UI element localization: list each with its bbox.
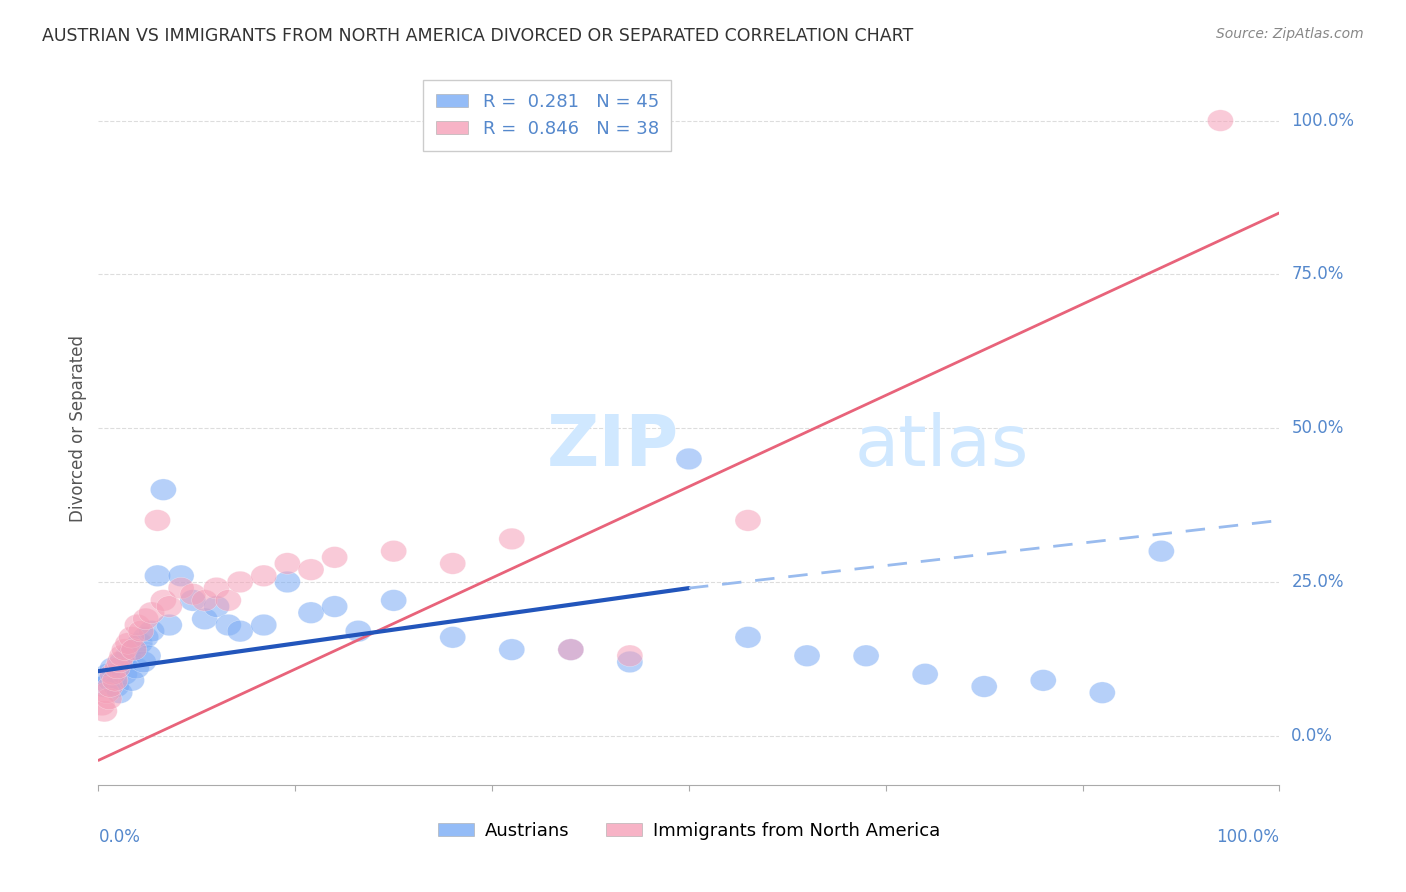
- Ellipse shape: [132, 626, 159, 648]
- Text: 0.0%: 0.0%: [98, 828, 141, 846]
- Ellipse shape: [103, 676, 129, 698]
- Ellipse shape: [94, 664, 121, 685]
- Ellipse shape: [100, 664, 125, 685]
- Ellipse shape: [100, 657, 125, 679]
- Ellipse shape: [499, 639, 524, 660]
- Ellipse shape: [145, 509, 170, 532]
- Ellipse shape: [274, 571, 301, 592]
- Text: 25.0%: 25.0%: [1291, 573, 1344, 591]
- Ellipse shape: [121, 639, 146, 660]
- Ellipse shape: [169, 577, 194, 599]
- Ellipse shape: [298, 602, 323, 624]
- Ellipse shape: [1090, 681, 1115, 704]
- Ellipse shape: [617, 651, 643, 673]
- Ellipse shape: [156, 615, 183, 636]
- Ellipse shape: [215, 590, 242, 611]
- Ellipse shape: [558, 639, 583, 660]
- Ellipse shape: [250, 615, 277, 636]
- Ellipse shape: [1149, 541, 1174, 562]
- Ellipse shape: [180, 583, 205, 605]
- Ellipse shape: [228, 571, 253, 592]
- Ellipse shape: [440, 626, 465, 648]
- Ellipse shape: [191, 590, 218, 611]
- Ellipse shape: [912, 664, 938, 685]
- Ellipse shape: [156, 596, 183, 617]
- Ellipse shape: [135, 645, 162, 666]
- Ellipse shape: [499, 528, 524, 549]
- Ellipse shape: [91, 676, 117, 698]
- Ellipse shape: [853, 645, 879, 666]
- Ellipse shape: [228, 621, 253, 642]
- Ellipse shape: [322, 596, 347, 617]
- Ellipse shape: [111, 664, 138, 685]
- Ellipse shape: [121, 639, 146, 660]
- Ellipse shape: [794, 645, 820, 666]
- Text: 100.0%: 100.0%: [1216, 828, 1279, 846]
- Ellipse shape: [298, 559, 323, 581]
- Ellipse shape: [617, 645, 643, 666]
- Text: atlas: atlas: [855, 412, 1029, 481]
- Ellipse shape: [139, 621, 165, 642]
- Ellipse shape: [103, 670, 128, 691]
- Legend: Austrians, Immigrants from North America: Austrians, Immigrants from North America: [430, 815, 948, 847]
- Ellipse shape: [735, 626, 761, 648]
- Text: 100.0%: 100.0%: [1291, 112, 1354, 129]
- Ellipse shape: [107, 651, 132, 673]
- Text: 75.0%: 75.0%: [1291, 265, 1344, 284]
- Ellipse shape: [440, 553, 465, 574]
- Ellipse shape: [676, 448, 702, 470]
- Ellipse shape: [215, 615, 242, 636]
- Text: AUSTRIAN VS IMMIGRANTS FROM NORTH AMERICA DIVORCED OR SEPARATED CORRELATION CHAR: AUSTRIAN VS IMMIGRANTS FROM NORTH AMERIC…: [42, 27, 914, 45]
- Text: Source: ZipAtlas.com: Source: ZipAtlas.com: [1216, 27, 1364, 41]
- Ellipse shape: [131, 651, 156, 673]
- Ellipse shape: [381, 541, 406, 562]
- Ellipse shape: [115, 632, 141, 654]
- Ellipse shape: [118, 626, 145, 648]
- Ellipse shape: [110, 651, 135, 673]
- Ellipse shape: [107, 681, 132, 704]
- Ellipse shape: [150, 590, 176, 611]
- Y-axis label: Divorced or Separated: Divorced or Separated: [69, 334, 87, 522]
- Text: 50.0%: 50.0%: [1291, 419, 1344, 437]
- Ellipse shape: [115, 645, 141, 666]
- Ellipse shape: [1208, 110, 1233, 131]
- Ellipse shape: [124, 657, 149, 679]
- Ellipse shape: [124, 615, 150, 636]
- Ellipse shape: [128, 621, 153, 642]
- Ellipse shape: [145, 565, 170, 587]
- Ellipse shape: [97, 670, 124, 691]
- Ellipse shape: [139, 602, 165, 624]
- Ellipse shape: [381, 590, 406, 611]
- Ellipse shape: [735, 509, 761, 532]
- Ellipse shape: [274, 553, 301, 574]
- Ellipse shape: [346, 621, 371, 642]
- Ellipse shape: [97, 676, 124, 698]
- Text: ZIP: ZIP: [547, 412, 679, 481]
- Ellipse shape: [169, 565, 194, 587]
- Ellipse shape: [118, 670, 145, 691]
- Ellipse shape: [204, 596, 229, 617]
- Ellipse shape: [972, 676, 997, 698]
- Ellipse shape: [1031, 670, 1056, 691]
- Ellipse shape: [96, 688, 122, 710]
- Ellipse shape: [191, 608, 218, 630]
- Ellipse shape: [89, 694, 115, 715]
- Ellipse shape: [111, 639, 138, 660]
- Ellipse shape: [110, 645, 135, 666]
- Ellipse shape: [250, 565, 277, 587]
- Ellipse shape: [322, 547, 347, 568]
- Ellipse shape: [94, 681, 120, 704]
- Ellipse shape: [104, 657, 131, 679]
- Ellipse shape: [91, 700, 117, 722]
- Ellipse shape: [132, 608, 159, 630]
- Text: 0.0%: 0.0%: [1291, 727, 1333, 745]
- Ellipse shape: [180, 590, 205, 611]
- Ellipse shape: [558, 639, 583, 660]
- Ellipse shape: [150, 479, 176, 500]
- Ellipse shape: [127, 632, 153, 654]
- Ellipse shape: [204, 577, 229, 599]
